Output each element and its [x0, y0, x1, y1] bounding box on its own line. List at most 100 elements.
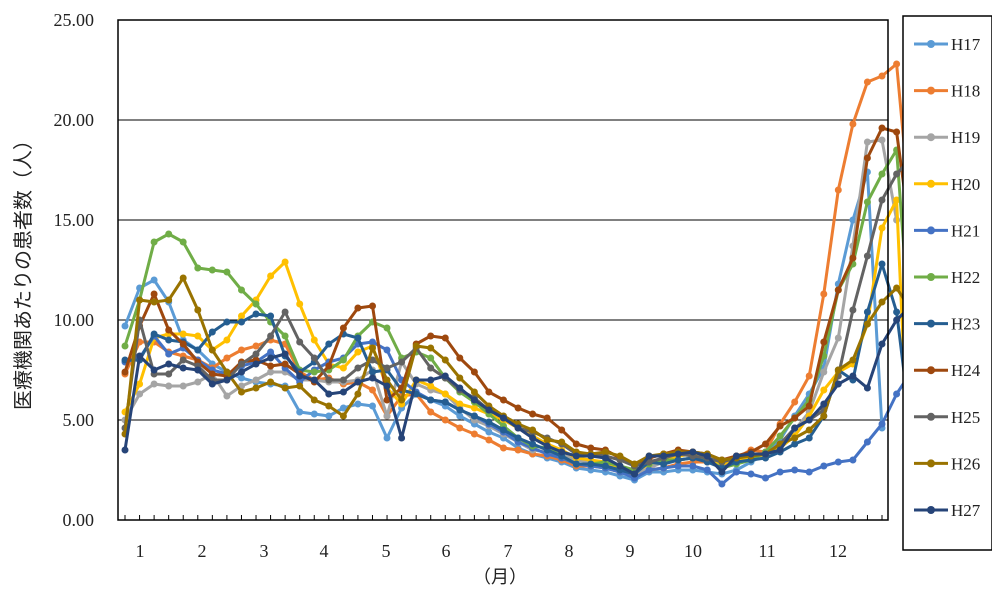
data-point	[427, 376, 435, 384]
data-point	[776, 432, 784, 440]
data-point	[470, 412, 478, 420]
data-point	[383, 412, 391, 420]
data-point	[718, 468, 726, 476]
legend-label: H23	[951, 315, 980, 334]
data-point	[441, 398, 449, 406]
data-point	[179, 382, 187, 390]
data-point	[267, 362, 275, 370]
y-tick-label: 20.00	[54, 110, 95, 130]
data-point	[878, 298, 886, 306]
data-point	[805, 402, 813, 410]
data-point	[369, 402, 376, 410]
legend-marker	[927, 179, 935, 188]
x-axis-label: （月）	[473, 567, 527, 588]
data-point	[150, 366, 158, 374]
data-point	[238, 374, 245, 382]
data-point	[194, 366, 202, 374]
data-point	[238, 360, 245, 368]
data-point	[252, 376, 260, 384]
data-point	[354, 390, 362, 398]
legend-box	[902, 15, 992, 551]
data-point	[863, 198, 871, 206]
y-tick-label: 15.00	[54, 210, 95, 230]
data-point	[660, 460, 668, 468]
series-lines	[121, 60, 930, 524]
data-point	[354, 334, 362, 342]
data-point	[791, 414, 799, 422]
data-point	[762, 450, 769, 458]
data-point	[412, 342, 420, 350]
data-point	[179, 330, 187, 338]
data-point	[398, 434, 406, 442]
series-H25	[121, 154, 930, 524]
data-point	[121, 322, 129, 330]
data-point	[208, 370, 216, 378]
data-point	[427, 364, 435, 372]
data-point	[878, 420, 886, 428]
legend-item: H26	[914, 454, 980, 473]
data-point	[674, 456, 682, 464]
legend-label: H18	[951, 82, 980, 101]
data-point	[238, 368, 245, 376]
data-point	[310, 396, 318, 404]
data-point	[762, 440, 769, 448]
data-point	[136, 390, 144, 398]
data-point	[514, 404, 522, 412]
data-point	[441, 356, 449, 364]
x-tick-label: 11	[758, 541, 775, 561]
data-point	[689, 448, 697, 456]
data-point	[325, 376, 333, 384]
legend-label: H19	[951, 128, 980, 147]
data-point	[281, 258, 289, 266]
data-point	[485, 406, 493, 414]
series-line	[123, 156, 928, 521]
data-point	[369, 368, 376, 376]
data-point	[514, 434, 522, 442]
data-point	[834, 366, 842, 374]
data-point	[427, 382, 435, 390]
legend-marker	[927, 366, 935, 375]
data-point	[194, 264, 202, 272]
data-point	[485, 388, 493, 396]
data-point	[223, 318, 231, 326]
legend-marker	[927, 412, 935, 421]
data-point	[558, 438, 566, 446]
data-point	[689, 462, 697, 470]
data-point	[310, 410, 318, 418]
data-point	[572, 452, 580, 460]
data-point	[616, 462, 624, 470]
data-point	[660, 452, 668, 460]
legend-item: H23	[914, 315, 980, 334]
data-point	[136, 380, 144, 388]
data-point	[543, 442, 551, 450]
data-point	[470, 430, 478, 438]
data-point	[427, 332, 435, 340]
data-point	[369, 374, 376, 382]
legend-label: H22	[951, 268, 980, 287]
data-point	[150, 276, 158, 284]
legend-item: H17	[914, 35, 981, 54]
data-point	[456, 374, 464, 382]
data-point	[252, 310, 260, 318]
data-point	[820, 462, 828, 470]
data-point	[863, 308, 871, 316]
data-point	[441, 372, 449, 380]
data-point	[427, 408, 435, 416]
data-point	[820, 368, 828, 376]
legend-item: H18	[914, 82, 980, 101]
data-point	[383, 364, 391, 372]
data-point	[310, 336, 318, 344]
data-point	[179, 238, 187, 246]
data-point	[893, 308, 901, 316]
data-point	[179, 340, 187, 348]
data-point	[805, 434, 813, 442]
data-point	[878, 136, 886, 144]
data-point	[558, 448, 566, 456]
data-point	[791, 434, 799, 442]
legend-label: H20	[951, 175, 980, 194]
data-point	[165, 336, 173, 344]
data-point	[325, 390, 333, 398]
y-axis-label: 医療機関あたりの患者数（人）	[11, 130, 35, 410]
data-point	[238, 388, 245, 396]
data-point	[834, 286, 842, 294]
